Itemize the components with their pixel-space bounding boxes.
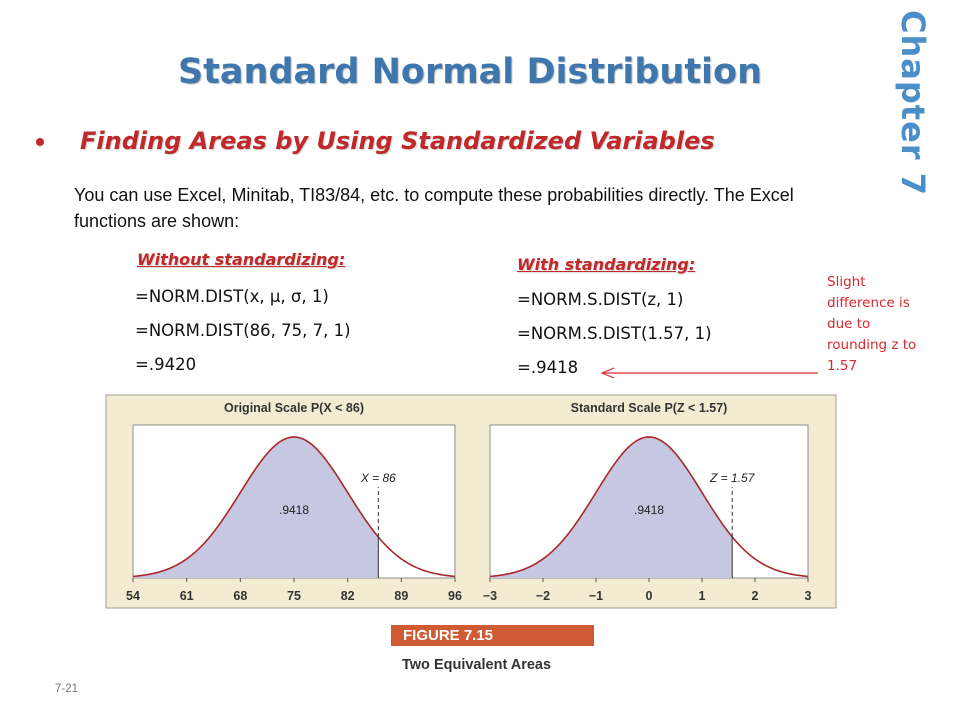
x-tick-label: 1: [699, 589, 706, 603]
with-line-3: =.9418: [517, 358, 579, 377]
x-tick-label: 75: [287, 589, 301, 603]
x-tick-label: 0: [646, 589, 653, 603]
x-tick-label: 89: [394, 589, 408, 603]
chart-original-scale: X = 86 .9418 Original Scale P(X < 86) 54 61 6…: [126, 401, 462, 603]
x-tick-label: −2: [536, 589, 550, 603]
area-label: .9418: [634, 503, 664, 517]
bullet-heading: Finding Areas by Using Standardized Vari…: [80, 127, 715, 155]
figure-caption: Two Equivalent Areas: [402, 657, 552, 673]
x-tick-label: −1: [589, 589, 603, 603]
x-tick-label: 82: [341, 589, 355, 603]
chart-title: Original Scale P(X < 86): [224, 401, 364, 415]
figure-label: FIGURE 7.15: [391, 625, 594, 646]
x-tick-label: 54: [126, 589, 140, 603]
without-line-2: =NORM.DIST(86, 75, 7, 1): [135, 321, 351, 340]
chart-title: Standard Scale P(Z < 1.57): [571, 401, 728, 415]
with-line-2: =NORM.S.DIST(1.57, 1): [517, 324, 712, 343]
bullet-icon: [36, 138, 44, 146]
without-header: Without standardizing:: [137, 250, 346, 269]
chart-standard-scale: Z = 1.57 .9418 Standard Scale P(Z < 1.57) −…: [483, 401, 812, 603]
normal-curve: [489, 436, 809, 578]
without-line-3: =.9420: [135, 355, 197, 374]
cutoff-label: X = 86: [360, 471, 396, 485]
shaded-area: [490, 437, 733, 578]
x-tick-label: 2: [752, 589, 759, 603]
rounding-note: Slight difference is due to rounding z t…: [827, 274, 917, 374]
slide-title: Standard Normal Distribution: [177, 52, 763, 92]
x-tick-label: 96: [448, 589, 462, 603]
with-line-1: =NORM.S.DIST(z, 1): [517, 290, 684, 309]
slide-number: 7-21: [55, 683, 79, 695]
cutoff-label: Z = 1.57: [709, 471, 756, 485]
x-tick-label: −3: [483, 589, 497, 603]
x-tick-label: 68: [233, 589, 247, 603]
shaded-area: [133, 437, 379, 578]
x-tick-label: 61: [180, 589, 194, 603]
without-line-1: =NORM.DIST(x, μ, σ, 1): [135, 287, 329, 306]
with-header: With standardizing:: [517, 255, 696, 274]
area-label: .9418: [279, 503, 309, 517]
note-arrow: [600, 367, 818, 379]
x-tick-label: 3: [805, 589, 812, 603]
normal-curve: [132, 436, 456, 578]
intro-text: You can use Excel, Minitab, TI83/84, etc…: [74, 185, 794, 231]
